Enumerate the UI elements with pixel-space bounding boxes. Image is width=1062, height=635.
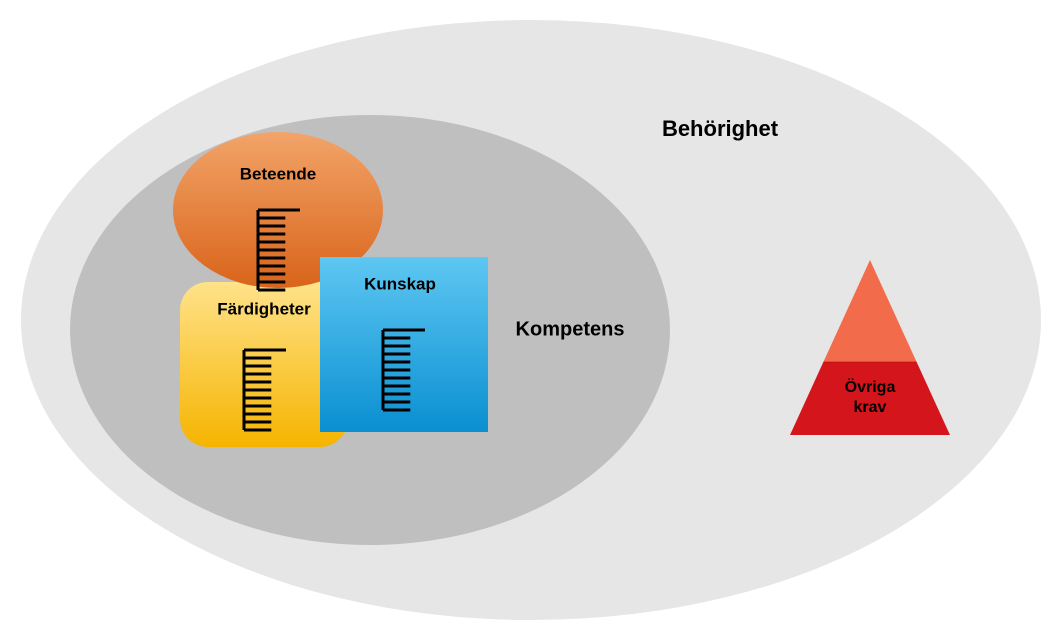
fardigheter-label: Färdigheter [217, 299, 311, 318]
ovriga-label-2: krav [854, 399, 887, 416]
kompetens-label: Kompetens [516, 318, 625, 340]
kunskap-label: Kunskap [364, 274, 436, 293]
behorighet-label: Behörighet [662, 116, 779, 141]
beteende-label: Beteende [240, 164, 317, 183]
ovriga-label-1: Övriga [845, 377, 896, 396]
